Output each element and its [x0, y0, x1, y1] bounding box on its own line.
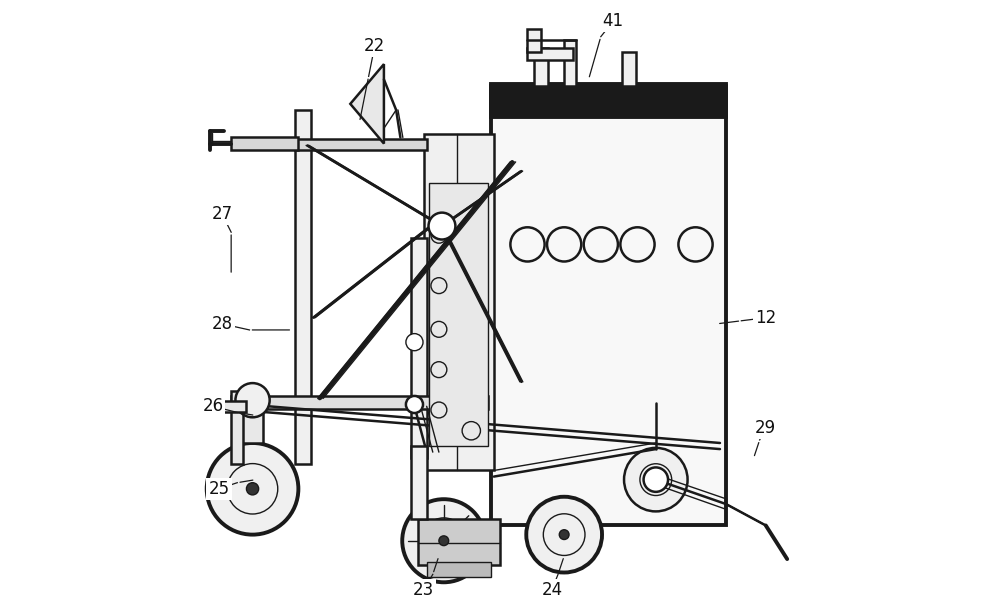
Bar — [295, 139, 427, 150]
Text: 26: 26 — [202, 397, 223, 415]
Bar — [622, 52, 636, 86]
Bar — [427, 562, 491, 577]
Bar — [429, 183, 488, 446]
Circle shape — [429, 213, 455, 240]
Bar — [527, 48, 573, 60]
Text: 28: 28 — [211, 315, 233, 333]
Polygon shape — [350, 64, 384, 144]
Bar — [491, 84, 726, 117]
Bar — [564, 40, 576, 86]
Bar — [231, 391, 243, 464]
Bar — [527, 29, 541, 52]
Bar — [231, 396, 488, 409]
Bar — [411, 238, 427, 458]
Circle shape — [406, 396, 423, 413]
Bar — [534, 48, 548, 86]
Text: 12: 12 — [755, 309, 776, 327]
Text: 23: 23 — [413, 580, 434, 599]
Circle shape — [406, 334, 423, 351]
Circle shape — [207, 443, 298, 535]
Circle shape — [246, 483, 259, 495]
Text: 24: 24 — [541, 580, 562, 599]
Circle shape — [402, 499, 485, 582]
Bar — [411, 446, 427, 519]
Bar — [213, 401, 246, 412]
Bar — [242, 409, 263, 443]
Text: 27: 27 — [211, 205, 233, 223]
Circle shape — [624, 448, 688, 511]
Bar — [491, 86, 726, 525]
Bar — [231, 137, 298, 150]
Text: 41: 41 — [602, 12, 624, 31]
Bar — [295, 110, 311, 464]
Text: 25: 25 — [208, 480, 230, 498]
Circle shape — [235, 383, 270, 417]
Circle shape — [439, 536, 449, 546]
Bar — [424, 134, 494, 470]
Text: 22: 22 — [364, 37, 385, 55]
Text: 29: 29 — [755, 419, 776, 437]
Circle shape — [526, 497, 602, 573]
Bar — [418, 519, 500, 565]
Circle shape — [644, 467, 668, 492]
Circle shape — [559, 530, 569, 540]
